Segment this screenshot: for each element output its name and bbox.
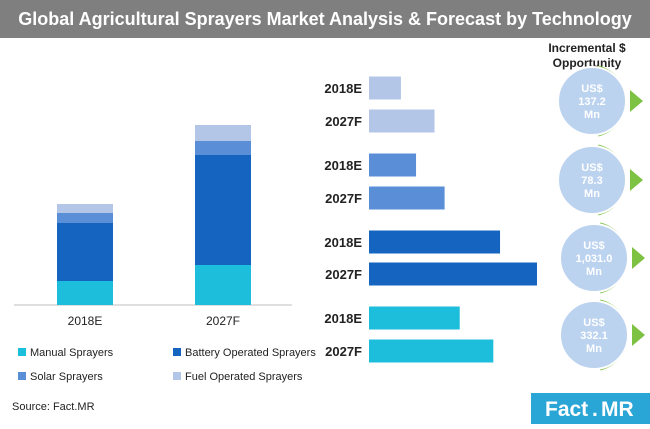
brand-part-2: MR (601, 398, 634, 421)
opportunity-value-text: 78.3 (581, 175, 602, 187)
brand-part-1: Fact (545, 398, 588, 421)
opportunity-value-text: US$ (581, 83, 602, 95)
legend-label: Fuel Operated Sprayers (185, 371, 303, 383)
hbar-label: 2018E (324, 311, 362, 326)
hbar-label: 2018E (324, 81, 362, 96)
hbar-solar-sprayers-2027f (369, 186, 445, 210)
hbar-solar-sprayers-2018e (369, 153, 417, 177)
opportunity-circle (559, 223, 629, 293)
legend-label: Manual Sprayers (30, 347, 114, 359)
arrow-head (630, 169, 643, 191)
stack-segment-manual-sprayers-2018e (57, 281, 113, 305)
chart-area: 2018E 2027F Manual Sprayers Battery Operate… (14, 41, 645, 383)
stack-segment-manual-sprayers-2027f (195, 265, 251, 305)
arrow-head (632, 247, 645, 269)
legend-swatch (18, 348, 26, 356)
hbar-label: 2027F (325, 267, 362, 282)
legend-label: Battery Operated Sprayers (185, 347, 316, 359)
hbar-label: 2018E (324, 235, 362, 250)
source-note: Source: Fact.MR (12, 401, 95, 413)
hbar-label: 2027F (325, 344, 362, 359)
stack-segment-solar-sprayers-2018e (57, 213, 113, 223)
stack-segment-battery-operated-sprayers-2027f (195, 155, 251, 265)
brand-dot: . (592, 398, 598, 421)
hbar-battery-operated-sprayers-2018e (369, 230, 501, 254)
brand-logo: Fact . MR (531, 393, 650, 424)
opportunity-value-text: 332.1 (580, 330, 608, 342)
legend-label: Solar Sprayers (30, 371, 103, 383)
opportunity-value-text: Mn (584, 188, 600, 200)
hbar-fuel-operated-sprayers-2027f (369, 109, 435, 133)
opportunity-value-text: US$ (581, 162, 602, 174)
hbar-label: 2027F (325, 114, 362, 129)
legend-swatch (173, 372, 181, 380)
stack-segment-battery-operated-sprayers-2018e (57, 223, 113, 281)
opportunity-value-text: 137.2 (578, 96, 606, 108)
opportunity-value-text: Mn (584, 109, 600, 121)
opportunity-circle (557, 66, 627, 136)
opportunity-heading-line-2: Opportunity (553, 56, 622, 70)
x-tick-label: 2027F (206, 314, 240, 328)
opportunity-value-text: Mn (586, 343, 602, 355)
hbar-manual-sprayers-2027f (369, 339, 494, 363)
hbar-battery-operated-sprayers-2027f (369, 262, 537, 286)
opportunity-circle (559, 300, 629, 370)
hbar-label: 2027F (325, 191, 362, 206)
opportunity-circle (557, 145, 627, 215)
hbar-manual-sprayers-2018e (369, 306, 460, 330)
x-tick-label: 2018E (68, 314, 103, 328)
hbar-fuel-operated-sprayers-2018e (369, 76, 401, 100)
opportunity-heading-line-1: Incremental $ (548, 41, 626, 55)
opportunity-value-text: US$ (583, 240, 604, 252)
arrow-head (632, 324, 645, 346)
page-title: Global Agricultural Sprayers Market Anal… (0, 0, 650, 38)
arrow-head (630, 90, 643, 112)
legend-swatch (173, 348, 181, 356)
legend-swatch (18, 372, 26, 380)
opportunity-value-text: US$ (583, 317, 604, 329)
stack-segment-fuel-operated-sprayers-2027f (195, 125, 251, 141)
stack-segment-solar-sprayers-2027f (195, 141, 251, 155)
stack-segment-fuel-operated-sprayers-2018e (57, 204, 113, 213)
hbar-label: 2018E (324, 158, 362, 173)
brand-wordmark: Fact . MR (545, 398, 634, 421)
opportunity-value-text: 1,031.0 (576, 253, 613, 265)
opportunity-value-text: Mn (586, 266, 602, 278)
